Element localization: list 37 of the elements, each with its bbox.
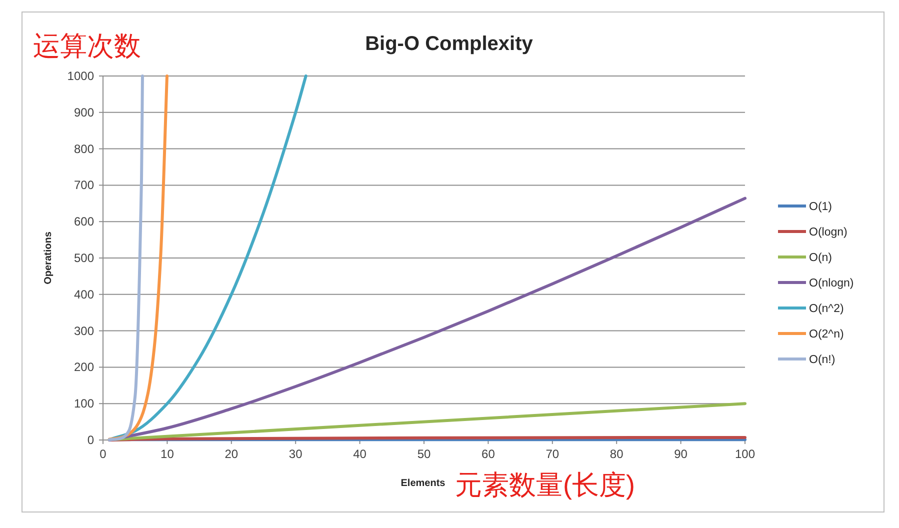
legend-label: O(2^n): [809, 328, 844, 340]
x-tick-label: 60: [482, 447, 496, 461]
x-tick-label: 50: [417, 447, 431, 461]
legend-label: O(logn): [809, 226, 848, 238]
x-tick-label: 90: [674, 447, 688, 461]
x-tick-label: 40: [353, 447, 367, 461]
legend-label: O(nlogn): [809, 278, 854, 290]
y-tick-label: 400: [74, 287, 94, 302]
line-series: [108, 74, 144, 442]
y-tick-label: 600: [74, 214, 94, 229]
x-tick-label: 20: [224, 447, 238, 461]
y-tick-label: 800: [74, 142, 94, 156]
legend-label: O(1): [809, 201, 832, 213]
y-tick-label: 300: [74, 324, 94, 338]
line-series: [108, 74, 169, 441]
x-tick-label: 70: [546, 447, 560, 461]
y-tick-label: 900: [74, 105, 94, 120]
x-tick-label: 80: [610, 447, 624, 461]
x-axis-title: Elements: [400, 478, 446, 489]
line-series: [108, 196, 746, 442]
x-tick-label: 100: [734, 447, 756, 461]
y-axis-title: Operations: [43, 231, 54, 284]
x-tick-label: 30: [288, 447, 303, 461]
text: 元素数量(长度): [455, 470, 635, 500]
text: 运算次数: [33, 31, 141, 61]
y-tick-label: 500: [74, 251, 94, 265]
y-tick-label: 100: [74, 396, 94, 411]
y-tick-label: 0: [87, 433, 94, 447]
x-tick-label: 10: [160, 447, 174, 461]
y-tick-label: 700: [74, 178, 94, 192]
y-tick-label: 1000: [67, 69, 94, 83]
legend-label: O(n): [809, 252, 832, 264]
y-tick-label: 200: [74, 360, 94, 374]
legend-label: O(n!): [809, 354, 836, 366]
x-tick-label: 0: [100, 447, 107, 461]
legend-label: O(n^2): [809, 303, 844, 315]
chart-title: Big-O Complexity: [365, 33, 534, 55]
